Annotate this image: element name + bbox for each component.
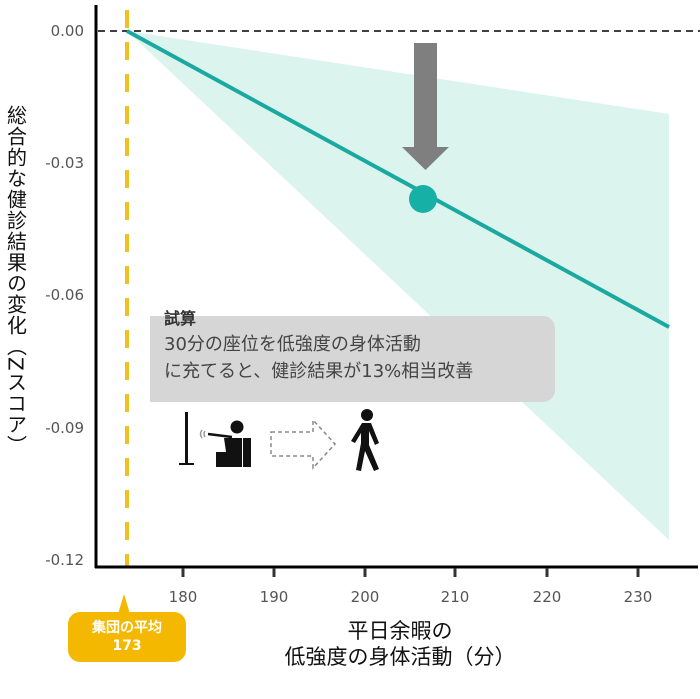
mean-badge-pointer — [118, 594, 130, 614]
highlight-point — [409, 185, 437, 213]
mean-badge: 集団の平均 173 — [68, 612, 186, 662]
estimate-line — [126, 29, 670, 329]
person-sitting-watching-tv-icon — [179, 412, 251, 467]
down-arrow-icon — [402, 43, 449, 170]
y-tick-label: -0.12 — [45, 551, 84, 569]
y-axis-label: 総合的な健診結果の変化（Zスコア） — [0, 0, 36, 560]
x-tick-label: 220 — [532, 588, 562, 606]
x-tick-label: 210 — [440, 588, 470, 606]
y-tick-label: 0.00 — [50, 22, 84, 40]
x-axis-label-line2: 低強度の身体活動（分） — [284, 645, 516, 669]
confidence-band — [127, 31, 669, 540]
person-walking-icon — [351, 409, 379, 471]
callout-line-1: 30分の座位を低強度の身体活動 — [164, 334, 421, 355]
callout-title: 試算 — [164, 309, 197, 328]
callout-box — [150, 316, 555, 402]
y-tick-label: -0.09 — [45, 419, 84, 437]
dashed-right-arrow-icon — [270, 418, 337, 470]
y-tick-label: -0.03 — [45, 154, 84, 172]
x-axis-label-line1: 平日余暇の — [347, 619, 453, 643]
mean-badge-label: 集団の平均 — [92, 620, 162, 636]
x-tick-label: 190 — [259, 588, 289, 606]
x-axis-label: 平日余暇の 低強度の身体活動（分） — [240, 618, 560, 670]
callout-line-2: に充てると、健診結果が13%相当改善 — [164, 361, 474, 382]
x-tick-label: 180 — [168, 588, 198, 606]
x-tick-label: 200 — [350, 588, 380, 606]
y-tick-label: -0.06 — [45, 286, 84, 304]
mean-badge-value: 173 — [112, 638, 142, 654]
x-ticks — [181, 568, 640, 577]
x-tick-label: 230 — [623, 588, 653, 606]
y-axis-label-text: 総合的な健診結果の変化（Zスコア） — [3, 104, 28, 456]
